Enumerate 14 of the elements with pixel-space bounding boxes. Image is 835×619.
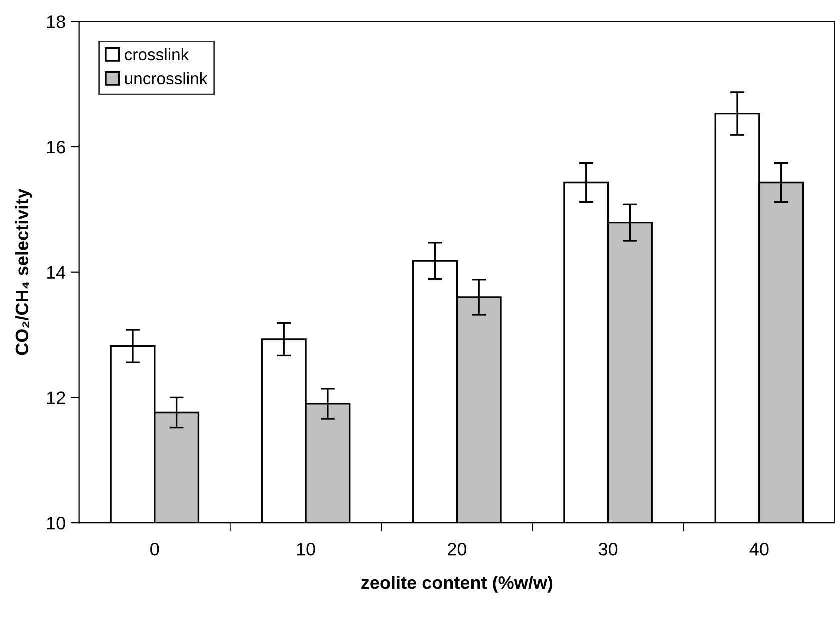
x-tick-label: 30: [598, 542, 618, 556]
y-tick-label: 12: [47, 392, 66, 404]
x-axis-title: zeolite content (%w/w): [362, 576, 553, 593]
x-tick-label: 20: [448, 542, 466, 556]
y-tick-label: 18: [47, 16, 66, 28]
y-tick-label: 16: [47, 140, 66, 154]
legend-label: crosslink: [125, 48, 190, 61]
y-axis-title: CO₂/CH₄ selectivity: [15, 188, 32, 356]
y-tick-label: 14: [47, 266, 66, 279]
y-tick-label: 10: [47, 516, 66, 530]
x-tick-label: 10: [297, 542, 316, 556]
legend-label: uncrosslink: [125, 72, 208, 85]
x-tick-label: 0: [150, 542, 160, 556]
x-tick-label: 40: [750, 542, 769, 556]
